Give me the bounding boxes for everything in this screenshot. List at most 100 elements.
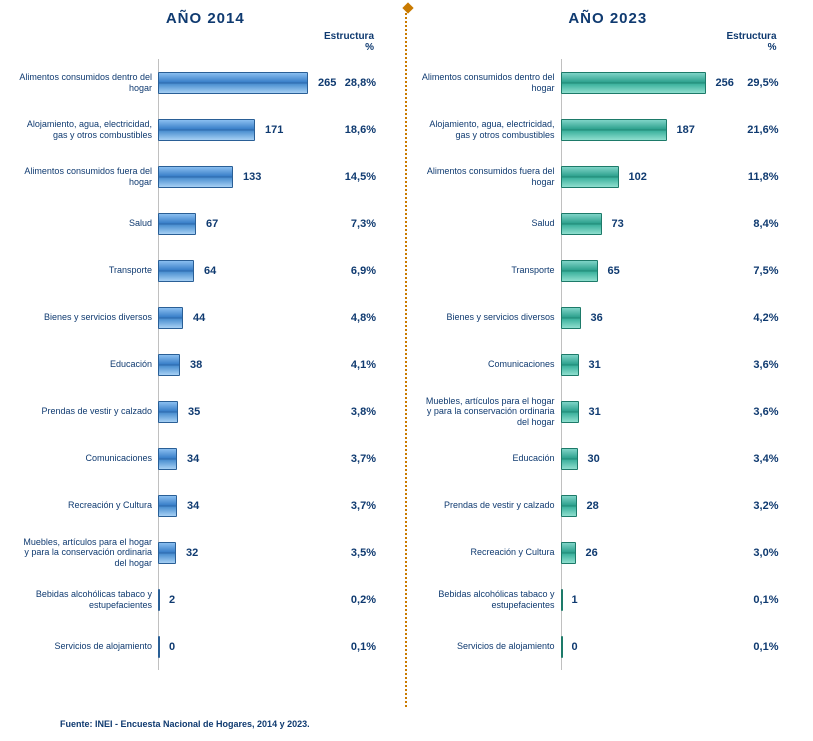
bar-zone: 73 [561,200,726,247]
bar-zone: 133 [158,153,323,200]
header-row-left: Estructura% [18,31,393,59]
table-row: Alimentos consumidos dentro del hogar256… [421,59,796,106]
bar-zone: 36 [561,294,726,341]
value-label: 2 [169,594,175,606]
category-label: Bebidas alcohólicas tabaco y estupefacie… [18,589,158,610]
pct-label: 8,4% [726,218,781,230]
bar [158,354,180,376]
category-label: Bebidas alcohólicas tabaco y estupefacie… [421,589,561,610]
bar [561,72,706,94]
value-label: 26 [586,547,598,559]
bar [158,542,176,564]
bar-zone: 31 [561,341,726,388]
table-row: Alimentos consumidos fuera del hogar1331… [18,153,393,200]
table-row: Alimentos consumidos fuera del hogar1021… [421,153,796,200]
table-row: Recreación y Cultura263,0% [421,529,796,576]
value-label: 133 [243,171,261,183]
bar-zone: 32 [158,529,323,576]
bar [561,307,581,329]
bar-zone: 0 [561,623,726,670]
table-row: Alojamiento, agua, electricidad, gas y o… [421,106,796,153]
category-label: Transporte [18,265,158,275]
pct-label: 3,8% [323,406,378,418]
category-label: Servicios de alojamiento [421,641,561,651]
bar [561,401,579,423]
table-row: Alojamiento, agua, electricidad, gas y o… [18,106,393,153]
structure-header-right: Estructura% [726,31,781,53]
value-label: 64 [204,265,216,277]
pct-label: 7,5% [726,265,781,277]
table-row: Salud677,3% [18,200,393,247]
category-label: Servicios de alojamiento [18,641,158,651]
bar-zone: 28 [561,482,726,529]
value-label: 34 [187,500,199,512]
bar-zone: 67 [158,200,323,247]
pct-label: 0,2% [323,594,378,606]
bar-zone: 30 [561,435,726,482]
category-label: Comunicaciones [18,453,158,463]
bar [158,636,160,658]
value-label: 256 [716,77,734,89]
bar [561,542,576,564]
bar-zone: 64 [158,247,323,294]
bar [158,260,194,282]
bar [561,354,579,376]
table-row: Comunicaciones313,6% [421,341,796,388]
value-label: 65 [608,265,620,277]
table-row: Bebidas alcohólicas tabaco y estupefacie… [18,576,393,623]
value-label: 73 [612,218,624,230]
value-label: 30 [588,453,600,465]
bar-zone: 38 [158,341,323,388]
value-label: 67 [206,218,218,230]
value-label: 44 [193,312,205,324]
bar [158,589,160,611]
table-row: Transporte657,5% [421,247,796,294]
pct-label: 3,7% [323,453,378,465]
pct-label: 11,8% [726,171,781,183]
bar [561,495,577,517]
structure-header-left: Estructura% [323,31,378,53]
category-label: Salud [18,218,158,228]
bar-zone: 26 [561,529,726,576]
bar [561,636,563,658]
pct-label: 21,6% [726,124,781,136]
table-row: Comunicaciones343,7% [18,435,393,482]
value-label: 31 [589,406,601,418]
value-label: 35 [188,406,200,418]
pct-label: 0,1% [323,641,378,653]
source-note: Fuente: INEI - Encuesta Nacional de Hoga… [60,719,310,729]
value-label: 0 [169,641,175,653]
pct-label: 4,1% [323,359,378,371]
table-row: Prendas de vestir y calzado283,2% [421,482,796,529]
bar-zone: 65 [561,247,726,294]
pct-label: 3,4% [726,453,781,465]
bar-zone: 187 [561,106,726,153]
bar-zone: 35 [158,388,323,435]
table-row: Bienes y servicios diversos364,2% [421,294,796,341]
table-row: Educación303,4% [421,435,796,482]
bar-zone: 34 [158,482,323,529]
pct-label: 14,5% [323,171,378,183]
table-row: Recreación y Cultura343,7% [18,482,393,529]
bar-zone: 171 [158,106,323,153]
pct-label: 3,6% [726,406,781,418]
table-row: Servicios de alojamiento00,1% [421,623,796,670]
bar [158,401,178,423]
table-row: Bienes y servicios diversos444,8% [18,294,393,341]
bar-zone: 256 [561,59,726,106]
value-label: 36 [591,312,603,324]
bar-zone: 265 [158,59,323,106]
table-row: Muebles, artículos para el hogar y para … [421,388,796,435]
bar-zone: 44 [158,294,323,341]
table-row: Bebidas alcohólicas tabaco y estupefacie… [421,576,796,623]
value-label: 187 [677,124,695,136]
bar [158,72,308,94]
table-row: Educación384,1% [18,341,393,388]
bar [158,495,177,517]
value-label: 28 [587,500,599,512]
bar [158,448,177,470]
table-row: Servicios de alojamiento 0 0,1% [18,623,393,670]
bar [158,166,233,188]
category-label: Muebles, artículos para el hogar y para … [421,396,561,427]
pct-label: 0,1% [726,594,781,606]
